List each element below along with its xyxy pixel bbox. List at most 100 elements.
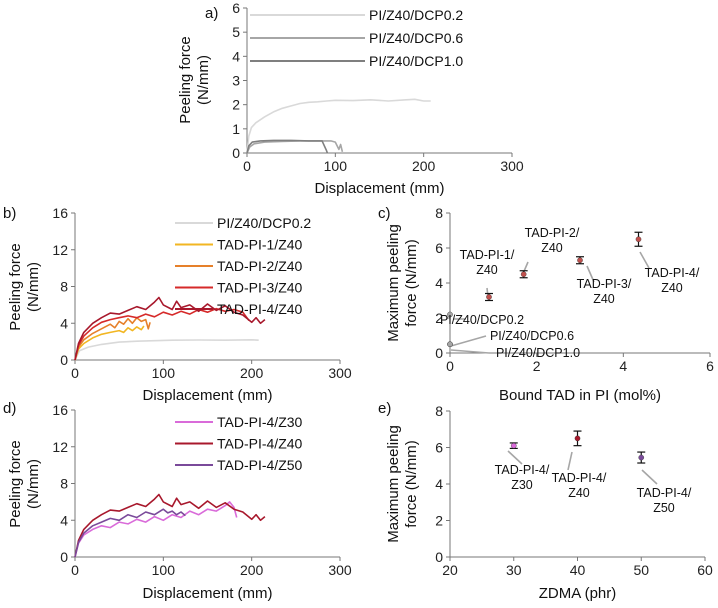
y-tick-label-a: 4: [232, 48, 240, 64]
series-line-a-2: [246, 139, 329, 154]
series-line-d-1: [74, 493, 266, 558]
series-line-d-2: [74, 508, 186, 558]
leader-line-c-2: [450, 349, 490, 354]
leader-line-e-0: [507, 450, 523, 465]
data-point-c-6: [635, 236, 642, 243]
y-tick-label-b: 0: [60, 352, 68, 368]
data-point-c-3: [486, 294, 492, 300]
y-axis-title-line: (N/mm): [195, 55, 212, 105]
y-tick-label-b: 8: [60, 279, 68, 295]
leader-line-c-6: [639, 251, 650, 269]
point-label-line: TAD-PI-2/: [525, 226, 580, 240]
y-tick-label-a: 2: [232, 97, 240, 113]
x-axis-title-b: Displacement (mm): [142, 387, 272, 404]
y-tick-label-d: 16: [52, 402, 68, 418]
point-label-line: PI/Z40/DCP1.0: [496, 346, 580, 360]
point-label-line: PI/Z40/DCP0.6: [490, 329, 574, 343]
y-tick-label-d: 4: [60, 512, 68, 528]
y-axis-title-c: Maximum peelingforce (N/mm): [385, 224, 420, 342]
y-tick-label-d: 12: [52, 439, 68, 455]
point-label-c-1: PI/Z40/DCP0.6: [490, 329, 574, 343]
y-tick-label-a: 3: [232, 73, 240, 89]
legend-label-a-2: PI/Z40/DCP1.0: [369, 53, 463, 69]
x-tick-label-c: 4: [619, 358, 627, 374]
y-axis-title-line: Peeling force: [7, 243, 24, 331]
x-tick-label-d: 0: [71, 562, 79, 578]
panel-e: 20 30 40 50 60 0 2 4 6 8 ZDMA (phr) Maximum peeling…: [378, 400, 713, 602]
y-axis-title-line: Peeling force: [7, 440, 24, 528]
y-tick-label-e: 8: [435, 403, 443, 419]
y-axis-title-line: Maximum peeling: [385, 425, 402, 543]
x-tick-label-c: 6: [706, 358, 714, 374]
legend-label-a-1: PI/Z40/DCP0.6: [369, 30, 463, 46]
y-tick-label-c: 8: [435, 205, 443, 221]
point-label-c-2: PI/Z40/DCP1.0: [496, 346, 580, 360]
point-label-line: TAD-PI-4/: [645, 266, 700, 280]
x-tick-label-c: 0: [446, 358, 454, 374]
legend-label-b-2: TAD-PI-2/Z40: [217, 258, 303, 274]
y-tick-label-a: 6: [232, 0, 240, 16]
x-tick-label-b: 200: [240, 365, 264, 381]
y-axis-title-line: (N/mm): [25, 262, 42, 312]
point-label-line: Z40: [476, 263, 498, 277]
legend-label-b-0: PI/Z40/DCP0.2: [217, 215, 311, 231]
panel-d: 0 100 200 300 0 4 8 12 16 Displacement (mm) Peelin…: [3, 400, 352, 602]
point-label-c-4: TAD-PI-2/Z40: [525, 226, 580, 255]
point-label-line: Z40: [661, 281, 683, 295]
y-tick-label-b: 16: [52, 205, 68, 221]
panel-label-a: a): [205, 5, 218, 22]
x-tick-label-a: 0: [243, 158, 251, 174]
y-axis-title-d: Peeling force(N/mm): [7, 440, 42, 528]
y-tick-label-d: 0: [60, 549, 68, 565]
point-label-e-1: TAD-PI-4/Z40: [552, 471, 607, 500]
data-point-c-2: [447, 341, 453, 348]
point-label-c-5: TAD-PI-3/Z40: [577, 277, 632, 306]
point-label-line: PI/Z40/DCP0.2: [440, 313, 524, 327]
x-tick-label-b: 0: [71, 365, 79, 381]
data-point-c-4: [520, 271, 527, 278]
legend-label-d-1: TAD-PI-4/Z40: [217, 436, 303, 452]
legend-label-d-2: TAD-PI-4/Z50: [217, 457, 303, 473]
point-label-line: TAD-PI-4/: [495, 463, 550, 477]
series-line-b-1: [74, 325, 145, 361]
point-label-e-2: TAD-PI-4/Z50: [637, 486, 692, 515]
y-tick-label-c: 2: [435, 310, 443, 326]
y-tick-label-b: 4: [60, 315, 68, 331]
x-axis-title-d: Displacement (mm): [142, 585, 272, 602]
panel-label-e: e): [378, 400, 391, 417]
y-tick-label-b: 12: [52, 242, 68, 258]
point-label-e-0: TAD-PI-4/Z30: [495, 463, 550, 492]
y-axis-title-line: force (N/mm): [403, 440, 420, 528]
point-label-line: TAD-PI-4/: [552, 471, 607, 485]
series-line-a-1: [246, 140, 344, 154]
y-tick-label-c: 6: [435, 240, 443, 256]
y-axis-title-line: (N/mm): [25, 459, 42, 509]
y-tick-label-e: 4: [435, 476, 443, 492]
y-tick-label-e: 0: [435, 549, 443, 565]
leader-line-c-5: [586, 265, 595, 283]
point-label-line: Z50: [653, 501, 675, 515]
panel-b: 0 100 200 300 0 4 8 12 16 Displacement (mm) Peelin…: [3, 205, 352, 404]
y-tick-label-c: 4: [435, 275, 443, 291]
x-axis-title-c: Bound TAD in PI (mol%): [499, 387, 661, 404]
x-tick-label-b: 300: [328, 365, 352, 381]
x-tick-label-e: 50: [633, 562, 649, 578]
y-axis-title-e: Maximum peelingforce (N/mm): [385, 425, 420, 543]
data-point-c-0: [447, 311, 453, 318]
point-label-c-3: TAD-PI-1/Z40: [460, 248, 515, 277]
panel-label-d: d): [3, 400, 16, 417]
y-tick-label-a: 0: [232, 145, 240, 161]
point-label-line: TAD-PI-3/: [577, 277, 632, 291]
leader-line-c-1: [450, 335, 487, 347]
x-tick-label-d: 300: [328, 562, 352, 578]
panel-c: 0 2 4 6 0 2 4 6 8 Bound TAD in PI (mol%) Maximum p…: [378, 205, 714, 404]
x-axis-title-a: Displacement (mm): [314, 180, 444, 197]
y-tick-label-e: 2: [435, 513, 443, 529]
series-line-a-0: [246, 98, 431, 154]
y-tick-label-d: 8: [60, 476, 68, 492]
x-tick-label-b: 100: [152, 365, 176, 381]
x-tick-label-d: 100: [152, 562, 176, 578]
x-tick-label-a: 200: [412, 158, 436, 174]
legend-label-b-4: TAD-PI-4/Z40: [217, 301, 303, 317]
